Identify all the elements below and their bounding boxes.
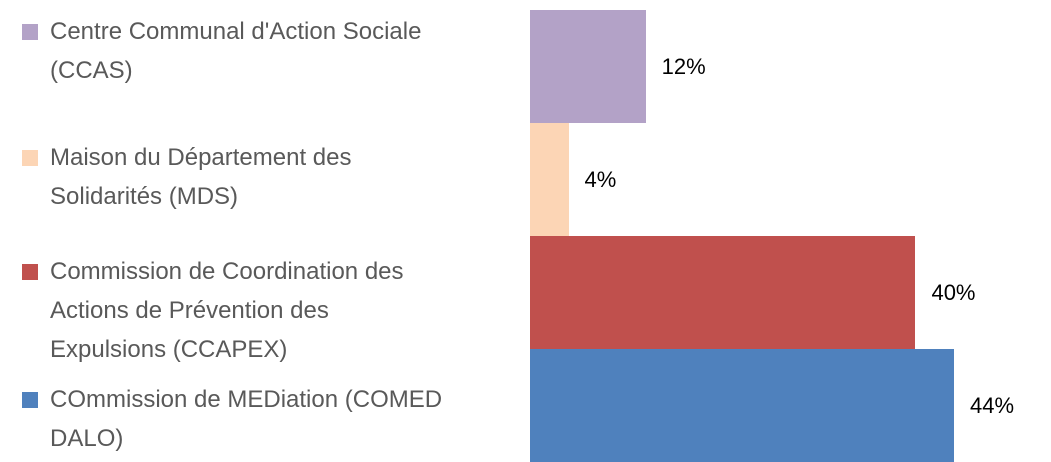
legend-swatch [22, 264, 38, 280]
legend-label: COmmission de MEDiation (COMED DALO) [50, 386, 443, 452]
legend-label: Commission de Coordination des Actions d… [50, 258, 404, 363]
legend-label: Centre Communal d'Action Sociale (CCAS) [50, 18, 422, 84]
bar [530, 349, 954, 462]
legend-label: Maison du Département des Solidarités (M… [50, 144, 352, 210]
bar [530, 123, 569, 236]
bar [530, 10, 646, 123]
value-label: 44% [970, 392, 1015, 418]
value-label: 4% [584, 166, 617, 192]
legend-swatch [22, 24, 38, 40]
value-label: 12% [661, 53, 706, 79]
value-label: 40% [931, 279, 976, 305]
bar [530, 236, 916, 349]
legend-swatch [22, 392, 38, 408]
legend-swatch [22, 150, 38, 166]
